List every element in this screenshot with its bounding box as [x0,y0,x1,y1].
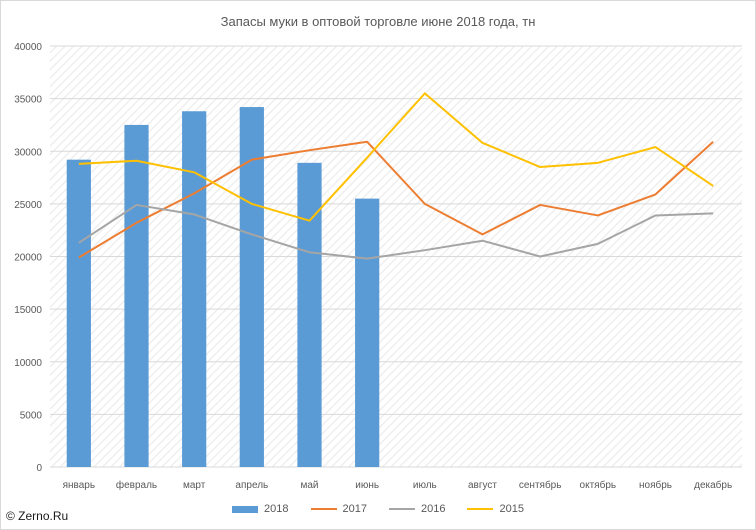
x-tick-label: апрель [235,480,268,491]
y-tick-label: 15000 [14,305,42,316]
watermark: © Zerno.Ru [6,509,69,523]
x-tick-label: ноябрь [639,479,672,491]
y-tick-label: 20000 [14,253,42,264]
x-tick-label: октябрь [580,479,617,491]
legend-label: 2017 [342,503,367,515]
chart-title: Запасы муки в оптовой торговле июне 2018… [220,14,536,29]
chart-plot: 0 5000 10000 15000 20000 25000 30000 35000 40000… [14,42,742,491]
legend-item-2017: 2017 [310,503,367,515]
legend-item-2018: 2018 [232,503,289,515]
grid-lines [50,45,742,468]
y-tick-label: 0 [36,463,42,474]
line-series-2017 [78,140,714,259]
legend-label: 2018 [264,503,289,515]
legend-swatch [232,505,259,513]
bar-2018 [182,111,207,467]
legend-label: 2015 [499,503,524,515]
bar-2018 [355,198,380,468]
lines [78,92,714,260]
x-tick-label: март [183,480,206,491]
bar-2018 [124,124,149,467]
y-tick-label: 35000 [14,95,42,106]
legend: 2018 2017 2016 2015 [0,503,756,515]
x-tick-label: июль [413,480,437,491]
y-tick-label: 25000 [14,200,42,211]
x-tick-label: январь [63,480,95,491]
legend-swatch [467,508,494,510]
x-tick-label: февраль [116,479,157,491]
legend-label: 2016 [421,503,446,515]
x-tick-label: июнь [355,480,379,491]
legend-swatch [310,508,337,510]
x-tick-label: май [300,480,318,491]
x-tick-label: декабрь [694,479,732,491]
x-tick-label: август [468,480,497,491]
y-tick-label: 5000 [20,410,43,421]
legend-item-2016: 2016 [389,503,445,515]
y-tick-label: 10000 [14,358,42,369]
line-series-2015 [78,92,714,222]
legend-item-2015: 2015 [467,503,524,515]
x-axis: январь февраль март апрель май июнь июль август… [63,479,733,491]
bar-2018 [239,107,264,468]
x-tick-label: сентябрь [519,479,562,491]
bar-2018 [66,159,91,468]
bars-2018 [66,107,380,468]
y-tick-label: 30000 [14,147,42,158]
bar-2018 [297,162,322,467]
line-series-2016 [78,203,714,260]
y-axis: 0 5000 10000 15000 20000 25000 30000 35000 40000 [14,42,42,474]
y-tick-label: 40000 [14,42,42,53]
legend-swatch [389,508,415,510]
